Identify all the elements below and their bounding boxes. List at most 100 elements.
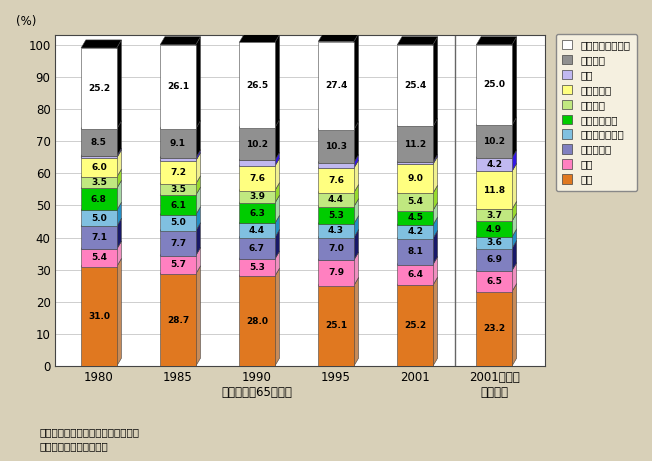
Bar	[397, 126, 433, 162]
Bar	[81, 266, 117, 366]
Polygon shape	[239, 35, 280, 42]
Polygon shape	[117, 150, 121, 177]
Text: 6.9: 6.9	[486, 255, 502, 264]
Bar	[81, 158, 117, 177]
Bar	[160, 45, 196, 129]
Polygon shape	[477, 241, 516, 248]
Polygon shape	[512, 37, 516, 125]
Polygon shape	[397, 217, 437, 225]
Text: 28.7: 28.7	[167, 316, 189, 325]
Text: 5.3: 5.3	[328, 211, 344, 220]
Bar	[318, 207, 354, 224]
Text: 5.4: 5.4	[91, 254, 107, 262]
Polygon shape	[477, 263, 516, 271]
Polygon shape	[274, 195, 280, 224]
Bar	[81, 210, 117, 226]
Text: 7.6: 7.6	[249, 174, 265, 183]
Polygon shape	[318, 230, 359, 237]
Text: (%): (%)	[16, 16, 37, 29]
Bar	[318, 224, 354, 237]
Text: 27.4: 27.4	[325, 81, 348, 90]
Polygon shape	[160, 187, 200, 195]
Bar	[160, 274, 196, 366]
Polygon shape	[433, 37, 437, 126]
Polygon shape	[274, 153, 280, 166]
Text: 7.7: 7.7	[170, 239, 186, 248]
Bar	[239, 42, 274, 128]
Text: 5.0: 5.0	[91, 214, 107, 223]
Bar	[397, 211, 433, 225]
Polygon shape	[512, 117, 516, 158]
Text: 6.7: 6.7	[249, 244, 265, 253]
Polygon shape	[354, 184, 359, 207]
Text: （注）単身世帯は対象外: （注）単身世帯は対象外	[39, 442, 108, 451]
Polygon shape	[397, 202, 437, 211]
Polygon shape	[196, 153, 200, 184]
Polygon shape	[117, 259, 121, 366]
Bar	[160, 195, 196, 215]
Polygon shape	[433, 118, 437, 162]
Bar	[318, 130, 354, 163]
Polygon shape	[81, 241, 121, 249]
Polygon shape	[397, 185, 437, 193]
Polygon shape	[274, 268, 280, 366]
Bar	[318, 163, 354, 168]
Text: 4.5: 4.5	[407, 213, 423, 222]
Bar	[397, 225, 433, 239]
Polygon shape	[160, 223, 200, 231]
Bar	[477, 125, 512, 158]
Text: 25.2: 25.2	[404, 321, 426, 330]
Polygon shape	[433, 202, 437, 225]
Polygon shape	[318, 216, 359, 224]
Text: 世帯主年齂65歳以上: 世帯主年齂65歳以上	[222, 385, 292, 398]
Polygon shape	[81, 259, 121, 266]
Bar	[477, 45, 512, 125]
Text: 年齢総数: 年齢総数	[480, 385, 508, 398]
Text: 10.3: 10.3	[325, 142, 347, 151]
Polygon shape	[239, 120, 280, 128]
Text: 7.0: 7.0	[328, 244, 344, 254]
Polygon shape	[433, 154, 437, 164]
Polygon shape	[160, 121, 200, 129]
Polygon shape	[81, 121, 121, 129]
Text: 5.4: 5.4	[407, 197, 423, 207]
Text: 11.8: 11.8	[483, 186, 505, 195]
Text: 26.1: 26.1	[167, 82, 189, 91]
Text: 6.4: 6.4	[407, 271, 423, 279]
Bar	[239, 224, 274, 237]
Text: 23.2: 23.2	[483, 325, 505, 333]
Text: 5.7: 5.7	[170, 260, 186, 269]
Bar	[477, 209, 512, 221]
Polygon shape	[397, 257, 437, 265]
Polygon shape	[239, 195, 280, 203]
Bar	[239, 191, 274, 203]
Text: 6.1: 6.1	[170, 201, 186, 209]
Text: 3.9: 3.9	[249, 192, 265, 201]
Bar	[477, 171, 512, 209]
Polygon shape	[433, 230, 437, 265]
Bar	[318, 41, 354, 130]
Bar	[318, 168, 354, 193]
Bar	[81, 48, 117, 129]
Polygon shape	[477, 37, 516, 45]
Text: 8.1: 8.1	[407, 247, 423, 256]
Polygon shape	[512, 263, 516, 292]
Polygon shape	[274, 230, 280, 259]
Bar	[160, 184, 196, 195]
Polygon shape	[81, 169, 121, 177]
Polygon shape	[477, 213, 516, 221]
Polygon shape	[318, 252, 359, 260]
Polygon shape	[160, 176, 200, 184]
Text: 3.5: 3.5	[91, 178, 107, 187]
Text: 9.1: 9.1	[170, 139, 186, 148]
Bar	[239, 237, 274, 259]
Text: 25.4: 25.4	[404, 81, 426, 90]
Polygon shape	[397, 230, 437, 239]
Polygon shape	[117, 180, 121, 210]
Polygon shape	[433, 217, 437, 239]
Text: 31.0: 31.0	[88, 312, 110, 321]
Bar	[318, 193, 354, 207]
Text: 4.4: 4.4	[328, 195, 344, 204]
Text: 28.0: 28.0	[246, 317, 268, 326]
Polygon shape	[274, 251, 280, 276]
